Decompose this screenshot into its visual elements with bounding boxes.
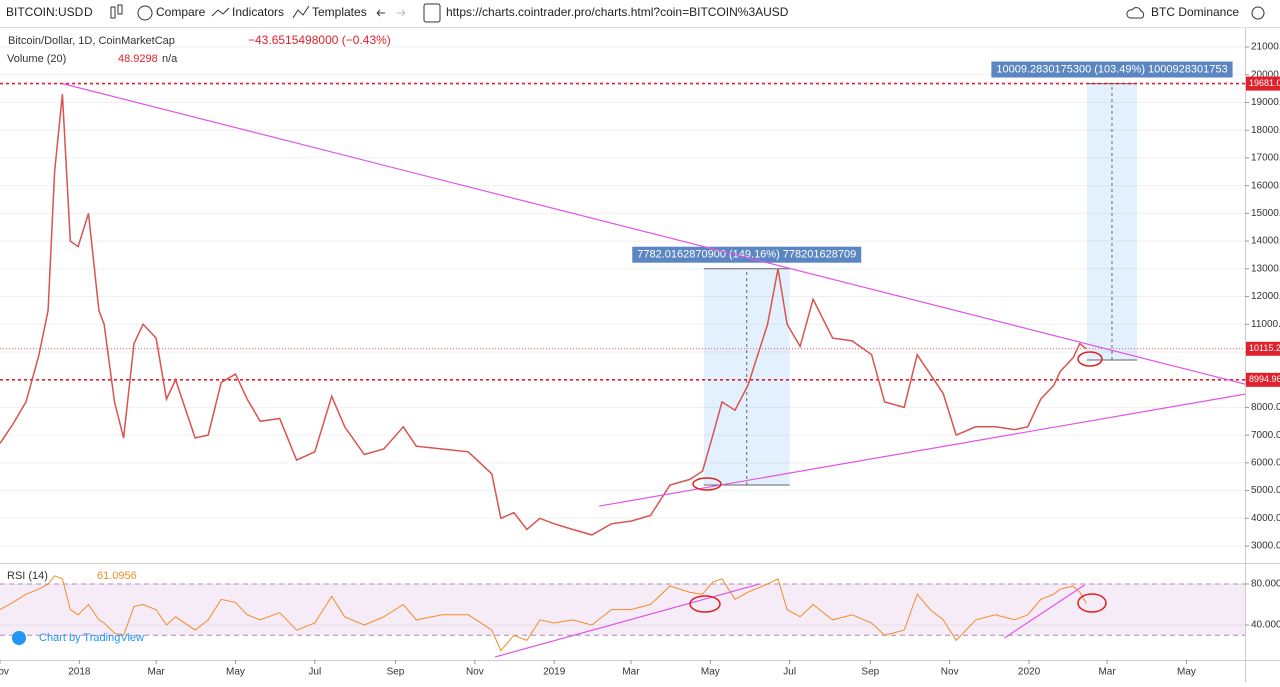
x-tick-label: Mar	[147, 667, 165, 678]
series-line	[0, 94, 1087, 536]
undo[interactable]	[376, 9, 385, 17]
trendline	[62, 83, 1246, 385]
candle-icon[interactable]	[110, 4, 123, 19]
trendline	[494, 583, 760, 658]
y-tick-label: 12000.0000	[1251, 291, 1280, 302]
compare-button[interactable]: Compare	[156, 5, 206, 19]
volume-label: Volume (20)	[7, 53, 66, 65]
url[interactable]: https://charts.cointrader.pro/charts.htm…	[446, 5, 789, 19]
marks: 3000.0000 4000.0000 5000.0000 6000.0000 7000…	[0, 42, 1280, 678]
y-tick-label: 80.0000	[1251, 579, 1280, 590]
level-label: 19681.0000	[1249, 78, 1280, 88]
x-tick-label: Jul	[308, 667, 321, 678]
volume-value: 48.9298	[118, 53, 158, 65]
y-tick-label: 3000.0000	[1251, 541, 1280, 552]
legend-change: −43.6515498000 (−0.43%)	[248, 33, 391, 47]
x-tick-label: May	[701, 667, 720, 678]
redo[interactable]	[397, 9, 406, 17]
y-tick-label: 6000.0000	[1251, 457, 1280, 468]
dominance-icon[interactable]	[1126, 7, 1145, 19]
x-tick-label: Mar	[1098, 667, 1116, 678]
level-tag	[1246, 372, 1280, 387]
ellipse	[692, 477, 722, 491]
legend-title: Bitcoin/Dollar, 1D, CoinMarketCap	[8, 35, 175, 47]
measure-label: 7782.0162870900 (149.16%) 778201628709	[637, 249, 856, 261]
measure-label-bg	[632, 246, 862, 263]
volume-na: n/a	[162, 53, 178, 65]
y-tick-label: 14000.0000	[1251, 236, 1280, 247]
trendline	[1003, 584, 1085, 639]
annotations	[689, 351, 1107, 613]
y-tick-label: 21000.0000	[1251, 42, 1280, 53]
y-tick-label: 16000.0000	[1251, 180, 1280, 191]
toolbar	[0, 0, 1280, 27]
url-icon[interactable]	[423, 3, 441, 23]
compare-icon[interactable]	[137, 5, 153, 21]
rsi-label: RSI (14)	[7, 570, 48, 582]
indicators-icon[interactable]	[211, 7, 230, 17]
y-tick-label: 18000.0000	[1251, 125, 1280, 136]
y-tick-label: 7000.0000	[1251, 430, 1280, 441]
templates-button[interactable]: Templates	[312, 5, 367, 19]
x-tick-label: Nov	[941, 667, 959, 678]
x-tick-label: Jul	[783, 667, 796, 678]
x-tick-label: May	[1177, 667, 1196, 678]
ellipse	[1077, 351, 1103, 367]
y-tick-label: 4000.0000	[1251, 513, 1280, 524]
y-tick-label: 40.0000	[1251, 620, 1280, 631]
ellipse	[1077, 593, 1107, 613]
tv-logo[interactable]	[12, 631, 26, 645]
x-tick-label: 2019	[543, 667, 566, 678]
x-tick-label: Sep	[861, 667, 879, 678]
y-tick-label: 15000.0000	[1251, 208, 1280, 219]
x-tick-label: Mar	[622, 667, 640, 678]
symbol[interactable]: BITCOIN:USD	[6, 5, 84, 19]
level-label: 10115.2000	[1249, 343, 1280, 353]
level-tag	[1246, 76, 1280, 91]
x-tick-label: May	[226, 667, 245, 678]
interval[interactable]: D	[84, 5, 93, 19]
y-tick-label: 11000.0000	[1251, 319, 1280, 330]
measure-label: 10009.2830175300 (103.49%) 1000928301753	[996, 64, 1227, 76]
x-tick-label: Nov	[466, 667, 484, 678]
ellipse	[689, 595, 721, 613]
x-tick-label: Nov	[0, 667, 9, 678]
rsi-value: 61.0956	[97, 570, 137, 582]
level-label: 8994.9600	[1249, 374, 1280, 384]
x-tick-label: 2018	[68, 667, 91, 678]
y-tick-label: 13000.0000	[1251, 263, 1280, 274]
y-tick-label: 8000.0000	[1251, 402, 1280, 413]
series-line	[0, 575, 1087, 652]
y-tick-label: 19000.0000	[1251, 97, 1280, 108]
templates-icon[interactable]	[292, 5, 310, 19]
y-tick-label: 20000.0000	[1251, 69, 1280, 80]
indicators-button[interactable]: Indicators	[232, 5, 284, 19]
trendline	[599, 393, 1246, 507]
level-tag	[1246, 341, 1280, 356]
x-tick-label: 2020	[1018, 667, 1041, 678]
x-tick-label: Sep	[387, 667, 405, 678]
y-tick-label: 5000.0000	[1251, 485, 1280, 496]
measure-label-bg	[991, 61, 1233, 78]
y-tick-label: 17000.0000	[1251, 153, 1280, 164]
brand[interactable]: Chart by TradingView	[39, 632, 144, 644]
dominance-button[interactable]: BTC Dominance	[1151, 5, 1239, 19]
settings[interactable]	[1251, 6, 1265, 20]
